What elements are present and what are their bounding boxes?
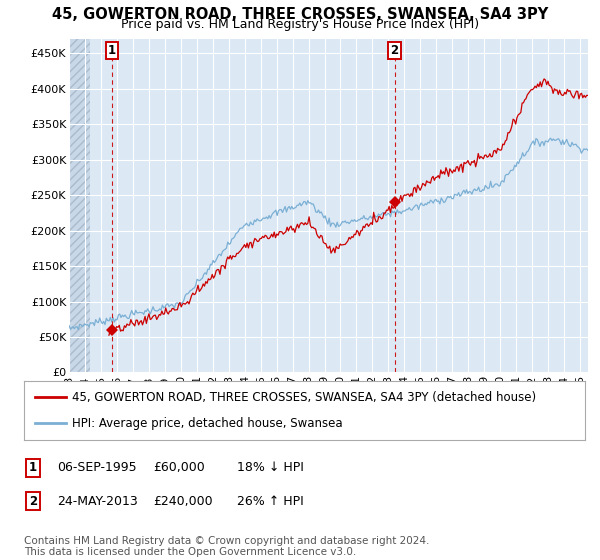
Text: 1: 1	[29, 461, 37, 474]
Text: 2: 2	[29, 494, 37, 508]
Text: £240,000: £240,000	[153, 494, 212, 508]
Text: 26% ↑ HPI: 26% ↑ HPI	[237, 494, 304, 508]
Text: 06-SEP-1995: 06-SEP-1995	[57, 461, 137, 474]
Text: Contains HM Land Registry data © Crown copyright and database right 2024.
This d: Contains HM Land Registry data © Crown c…	[24, 535, 430, 557]
Text: 2: 2	[391, 44, 398, 57]
Text: 45, GOWERTON ROAD, THREE CROSSES, SWANSEA, SA4 3PY (detached house): 45, GOWERTON ROAD, THREE CROSSES, SWANSE…	[71, 391, 536, 404]
Text: 1: 1	[108, 44, 116, 57]
Bar	[69, 39, 90, 372]
Text: Price paid vs. HM Land Registry's House Price Index (HPI): Price paid vs. HM Land Registry's House …	[121, 18, 479, 31]
Text: 24-MAY-2013: 24-MAY-2013	[57, 494, 138, 508]
Text: HPI: Average price, detached house, Swansea: HPI: Average price, detached house, Swan…	[71, 417, 343, 430]
Text: 45, GOWERTON ROAD, THREE CROSSES, SWANSEA, SA4 3PY: 45, GOWERTON ROAD, THREE CROSSES, SWANSE…	[52, 7, 548, 22]
Text: 18% ↓ HPI: 18% ↓ HPI	[237, 461, 304, 474]
Text: £60,000: £60,000	[153, 461, 205, 474]
